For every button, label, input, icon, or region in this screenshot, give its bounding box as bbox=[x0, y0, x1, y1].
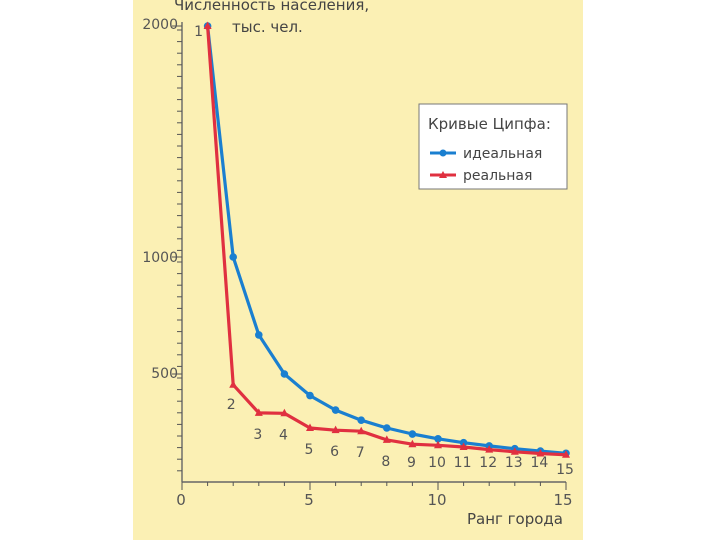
rank-label: 15 bbox=[556, 462, 574, 478]
real-point bbox=[382, 435, 391, 443]
legend-ideal-marker bbox=[439, 149, 447, 157]
real-point bbox=[331, 425, 340, 434]
y-axis-title-line1: Численность населения, bbox=[174, 0, 369, 14]
y-tick-label-500: 500 bbox=[151, 366, 178, 382]
ideal-point bbox=[434, 435, 442, 443]
rank-label: 5 bbox=[305, 442, 314, 458]
rank-label: 12 bbox=[479, 455, 497, 471]
real-point bbox=[280, 408, 289, 417]
rank-label: 1 bbox=[194, 24, 203, 40]
rank-label: 7 bbox=[356, 445, 365, 461]
ideal-point bbox=[254, 331, 263, 339]
real-point bbox=[459, 442, 468, 451]
rank-label: 8 bbox=[381, 454, 390, 470]
point-labels: 123 45 6 78 9 10 11 12 13 14 15 bbox=[194, 24, 574, 478]
ideal-point bbox=[306, 391, 314, 400]
ideal-point bbox=[383, 424, 391, 432]
legend-ideal-label: идеальная bbox=[463, 146, 542, 162]
rank-label: 10 bbox=[428, 455, 446, 471]
real-point bbox=[306, 423, 314, 431]
axes bbox=[181, 22, 566, 483]
x-tick-label-10: 10 bbox=[427, 491, 446, 509]
x-tick-label-0: 0 bbox=[176, 491, 186, 509]
series-line-1 bbox=[206, 25, 567, 457]
real-point bbox=[434, 440, 442, 449]
rank-label: 3 bbox=[253, 427, 262, 443]
series-group bbox=[203, 21, 570, 458]
legend-real-label: реальная bbox=[463, 168, 532, 184]
rank-label: 13 bbox=[505, 455, 523, 471]
real-point bbox=[562, 450, 570, 458]
real-point bbox=[510, 447, 519, 455]
rank-label: 9 bbox=[407, 455, 416, 471]
x-ticks bbox=[181, 482, 567, 490]
legend-real-marker bbox=[439, 171, 447, 178]
legend-title: Кривые Ципфа: bbox=[428, 115, 551, 133]
y-tick-label-1000: 1000 bbox=[142, 250, 178, 266]
real-point bbox=[485, 445, 494, 453]
real-point bbox=[229, 380, 238, 388]
ideal-point bbox=[357, 416, 366, 425]
rank-label: 2 bbox=[227, 397, 236, 413]
series-line-0 bbox=[206, 25, 567, 455]
real-point bbox=[408, 439, 417, 448]
real-point bbox=[203, 21, 212, 29]
rank-label: 4 bbox=[279, 427, 288, 443]
x-tick-label-5: 5 bbox=[304, 491, 314, 509]
ideal-point bbox=[408, 430, 417, 438]
ideal-point bbox=[280, 370, 289, 378]
y-axis-title-line2: тыс. чел. bbox=[232, 18, 303, 36]
rank-label: 14 bbox=[530, 455, 548, 471]
x-tick-label-15: 15 bbox=[553, 491, 572, 509]
ideal-point bbox=[229, 253, 237, 261]
y-tick-label-2000: 2000 bbox=[142, 17, 178, 33]
real-point bbox=[357, 426, 366, 435]
legend: Кривые Ципфа: идеальная реальная bbox=[418, 103, 568, 190]
real-point bbox=[536, 448, 545, 457]
x-axis-title: Ранг города bbox=[467, 510, 563, 528]
rank-label: 11 bbox=[454, 455, 472, 471]
real-point bbox=[254, 408, 263, 416]
ideal-point bbox=[331, 406, 340, 414]
y-minor-ticks bbox=[172, 25, 182, 472]
rank-label: 6 bbox=[330, 444, 339, 460]
